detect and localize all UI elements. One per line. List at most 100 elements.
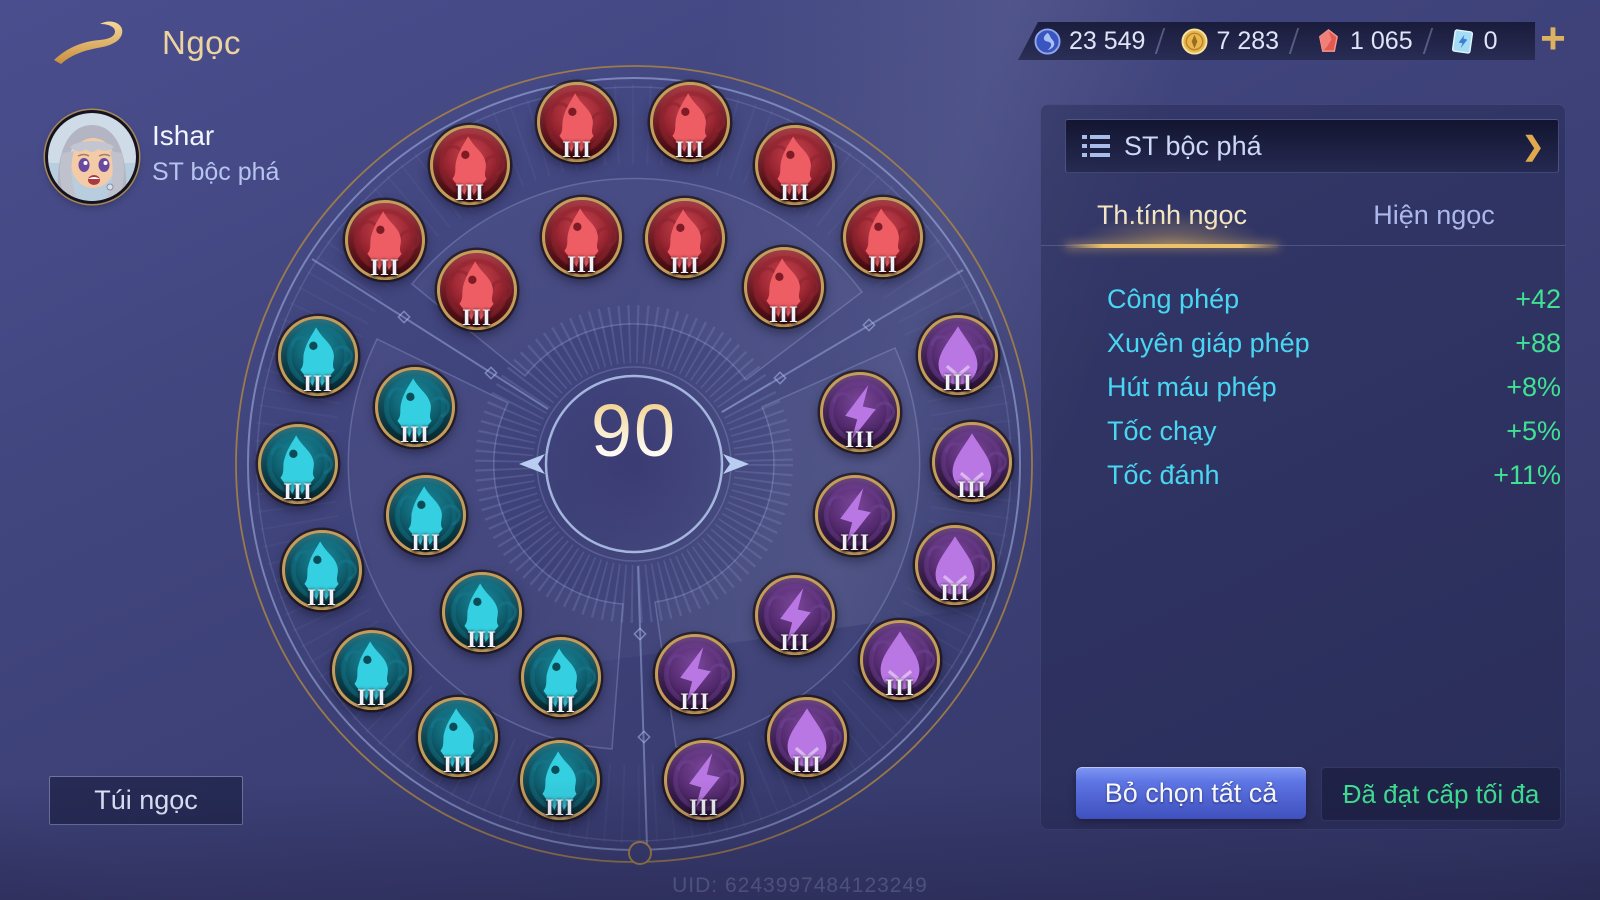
gem-teal-rune[interactable]: III (375, 367, 455, 447)
currency-divider (1422, 28, 1433, 54)
currency-divider (1155, 28, 1166, 54)
chevron-right-icon: ❯ (1522, 130, 1544, 161)
currency-coin[interactable]: 7 283 (1165, 27, 1289, 56)
gem-teal-rune[interactable]: III (282, 530, 362, 610)
gem-teal-rune[interactable]: III (442, 572, 522, 652)
tab-glow (1072, 211, 1272, 245)
avatar[interactable] (48, 113, 136, 201)
gem-bolt[interactable]: III (655, 634, 735, 714)
rune-icon (384, 376, 450, 438)
gem-level-label: III (680, 689, 710, 714)
gem-teal-rune[interactable]: III (521, 637, 601, 717)
rune-icon (764, 134, 830, 196)
gem-level-label: III (545, 795, 575, 820)
gem-bolt[interactable]: III (820, 372, 900, 452)
gem-bolt[interactable]: III (664, 740, 744, 820)
rune-icon (654, 207, 720, 269)
gem-drop[interactable]: III (932, 422, 1012, 502)
currency-ruby[interactable]: 1 065 (1299, 27, 1423, 56)
rune-icon (267, 433, 333, 495)
add-currency-button[interactable]: + (1540, 14, 1566, 63)
currency-value: 23 549 (1069, 26, 1146, 55)
stat-row: Xuyên giáp phép +88 (1107, 321, 1561, 365)
deselect-all-button[interactable]: Bỏ chọn tất cả (1076, 767, 1306, 819)
currency-value: 7 283 (1216, 26, 1280, 55)
gem-teal-rune[interactable]: III (332, 630, 412, 710)
list-icon (1082, 135, 1110, 157)
gem-drop[interactable]: III (767, 697, 847, 777)
rune-icon (354, 209, 420, 271)
gem-level-label: III (307, 585, 337, 610)
back-button[interactable] (48, 18, 124, 68)
orb-icon (1034, 27, 1061, 55)
rune-icon (395, 484, 461, 546)
gem-bag-button[interactable]: Túi ngọc (49, 776, 243, 825)
back-arrow-icon (54, 21, 123, 64)
gem-drop[interactable]: III (915, 525, 995, 605)
lightning-icon (829, 381, 895, 443)
currency-value: 1 065 (1350, 26, 1413, 55)
gem-red-rune[interactable]: III (650, 82, 730, 162)
gem-level-label: III (670, 253, 700, 278)
gem-bolt[interactable]: III (815, 475, 895, 555)
stat-value: +11% (1493, 459, 1561, 490)
gem-teal-rune[interactable]: III (386, 475, 466, 555)
stat-value: +5% (1506, 415, 1561, 446)
gem-stats-list: Công phép +42 Xuyên giáp phép +88 Hút máu ph… (1107, 277, 1561, 497)
stat-label: Tốc đánh (1107, 459, 1220, 490)
gem-level-label: III (303, 371, 333, 396)
gem-red-rune[interactable]: III (437, 250, 517, 330)
gem-teal-rune[interactable]: III (520, 740, 600, 820)
gem-drop[interactable]: III (918, 315, 998, 395)
gem-page-selector[interactable]: ST bộc phá ❯ (1065, 119, 1559, 173)
droplet-icon (924, 534, 990, 596)
gem-red-rune[interactable]: III (430, 125, 510, 205)
currency-bar: 23 549 7 283 1 065 0 (1018, 22, 1535, 60)
stat-value: +42 (1515, 283, 1561, 314)
gem-red-rune[interactable]: III (542, 197, 622, 277)
gem-teal-rune[interactable]: III (418, 697, 498, 777)
player-build-name: ST bộc phá (152, 158, 280, 186)
currency-orb[interactable]: 23 549 (1018, 27, 1155, 56)
gem-red-rune[interactable]: III (744, 247, 824, 327)
gem-red-rune[interactable]: III (645, 198, 725, 278)
uid-label: UID: 6243997484123249 (672, 874, 928, 897)
max-level-button[interactable]: Đã đạt cấp tối đa (1321, 767, 1561, 821)
ticket-icon (1451, 28, 1473, 54)
gem-level-label: III (780, 180, 810, 205)
gem-level-label: III (443, 752, 473, 777)
gem-level-label: III (562, 137, 592, 162)
tab-gem-effects[interactable]: Hiện ngọc (1303, 185, 1565, 245)
gem-teal-rune[interactable]: III (278, 316, 358, 396)
gem-red-rune[interactable]: III (755, 125, 835, 205)
gem-level-label: III (885, 675, 915, 700)
gem-drop[interactable]: III (860, 620, 940, 700)
gem-red-rune[interactable]: III (537, 82, 617, 162)
gem-teal-rune[interactable]: III (258, 424, 338, 504)
lightning-icon (673, 749, 739, 811)
player-name: Ishar (152, 120, 215, 151)
gem-bolt[interactable]: III (755, 575, 835, 655)
wheel-center (546, 376, 722, 552)
ruby-icon (1319, 28, 1339, 52)
rune-icon (530, 646, 596, 708)
currency-ticket[interactable]: 0 (1433, 27, 1508, 56)
gem-red-rune[interactable]: III (345, 200, 425, 280)
gem-red-rune[interactable]: III (843, 197, 923, 277)
stat-label: Tốc chạy (1107, 415, 1217, 446)
currency-divider (1288, 28, 1300, 54)
rune-icon (446, 259, 512, 321)
panel-tabs: Th.tính ngọc Hiện ngọc (1041, 185, 1565, 248)
rune-icon (753, 256, 819, 318)
gem-level-label: III (357, 685, 387, 710)
tab-gem-stats[interactable]: Th.tính ngọc (1041, 185, 1303, 248)
rune-icon (439, 134, 505, 196)
stat-label: Công phép (1107, 283, 1240, 314)
stat-row: Hút máu phép +8% (1107, 365, 1561, 409)
tab-label: Th.tính ngọc (1097, 200, 1247, 231)
droplet-icon (941, 431, 1007, 493)
gem-level-label: III (455, 180, 485, 205)
stat-row: Tốc đánh +11% (1107, 453, 1561, 497)
gem-level-label: III (546, 692, 576, 717)
